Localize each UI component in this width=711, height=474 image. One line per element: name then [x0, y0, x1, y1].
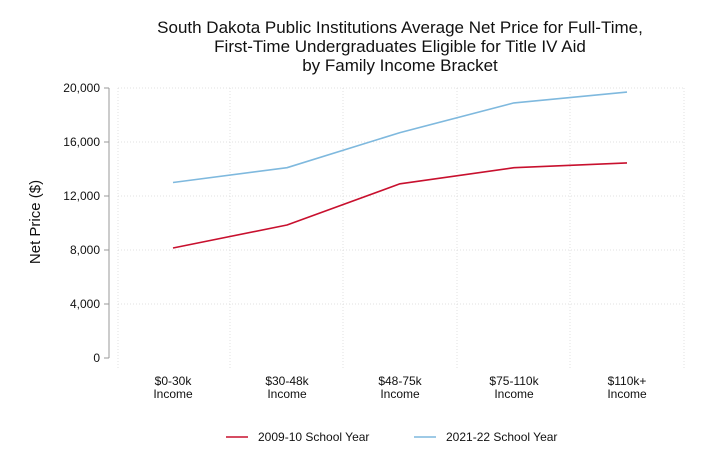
chart-title-line-2: First-Time Undergraduates Eligible for T…: [214, 37, 586, 56]
data-point: [626, 162, 628, 164]
x-tick-label-line: $48-75k: [378, 374, 422, 388]
x-tick-label-line: $110k+: [608, 374, 647, 388]
y-tick-label: 12,000: [63, 189, 100, 203]
x-tick-label-line: Income: [267, 387, 307, 401]
legend-label: 2021-22 School Year: [446, 430, 557, 444]
chart-title-line-3: by Family Income Bracket: [302, 56, 498, 75]
legend: 2009-10 School Year 2021-22 School Year: [226, 430, 557, 444]
data-point: [513, 102, 515, 104]
data-point: [286, 167, 288, 169]
x-tick-label-line: $0-30k: [155, 374, 193, 388]
data-point: [626, 91, 628, 93]
data-point: [172, 182, 174, 184]
legend-item-2: 2021-22 School Year: [414, 430, 557, 444]
x-tick-label-line: $75-110k: [489, 374, 539, 388]
x-tick-label-line: Income: [380, 387, 420, 401]
y-axis-title: Net Price ($): [27, 180, 44, 264]
y-tick-label: 16,000: [63, 135, 100, 149]
series-lines: [172, 91, 628, 249]
y-tick-label: 4,000: [70, 297, 100, 311]
data-point: [172, 247, 174, 249]
y-tick-label: 8,000: [70, 243, 100, 257]
data-point: [286, 224, 288, 226]
y-axis: 0 4,000 8,000 12,000 16,000 20,000: [63, 81, 110, 365]
y-tick-label: 0: [93, 351, 100, 365]
x-tick-label-line: $30-48k: [265, 374, 309, 388]
data-point: [513, 167, 515, 169]
series-line-1: [172, 162, 628, 249]
legend-item-1: 2009-10 School Year: [226, 430, 369, 444]
x-tick-label-line: Income: [607, 387, 647, 401]
chart-title-line-1: South Dakota Public Institutions Average…: [157, 18, 643, 37]
x-tick-label-line: Income: [153, 387, 193, 401]
legend-label: 2009-10 School Year: [258, 430, 369, 444]
gridlines: [117, 87, 685, 370]
data-point: [399, 132, 401, 134]
data-point: [399, 183, 401, 185]
chart-title: South Dakota Public Institutions Average…: [157, 18, 643, 75]
x-tick-label: $110k+Income: [607, 374, 647, 401]
x-axis: $0-30kIncome$30-48kIncome$48-75kIncome$7…: [153, 374, 647, 401]
y-tick-label: 20,000: [63, 81, 100, 95]
x-tick-label-line: Income: [494, 387, 534, 401]
series-line-2: [172, 91, 628, 184]
